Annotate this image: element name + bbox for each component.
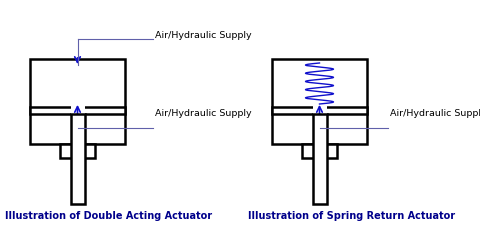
Bar: [30, 107, 125, 114]
Bar: [272, 107, 367, 114]
Bar: [312, 114, 326, 204]
Text: Air/Hydraulic Supply: Air/Hydraulic Supply: [390, 109, 480, 118]
Text: Illustration of Double Acting Actuator: Illustration of Double Acting Actuator: [5, 211, 212, 221]
Text: Air/Hydraulic Supply: Air/Hydraulic Supply: [155, 109, 252, 118]
Text: Illustration of Spring Return Actuator: Illustration of Spring Return Actuator: [248, 211, 455, 221]
Bar: [71, 100, 84, 158]
Bar: [272, 59, 367, 144]
Bar: [30, 59, 125, 144]
Bar: [60, 144, 95, 158]
Bar: [71, 114, 84, 204]
Bar: [312, 100, 326, 158]
Bar: [302, 144, 337, 158]
Text: Air/Hydraulic Supply: Air/Hydraulic Supply: [155, 32, 252, 41]
